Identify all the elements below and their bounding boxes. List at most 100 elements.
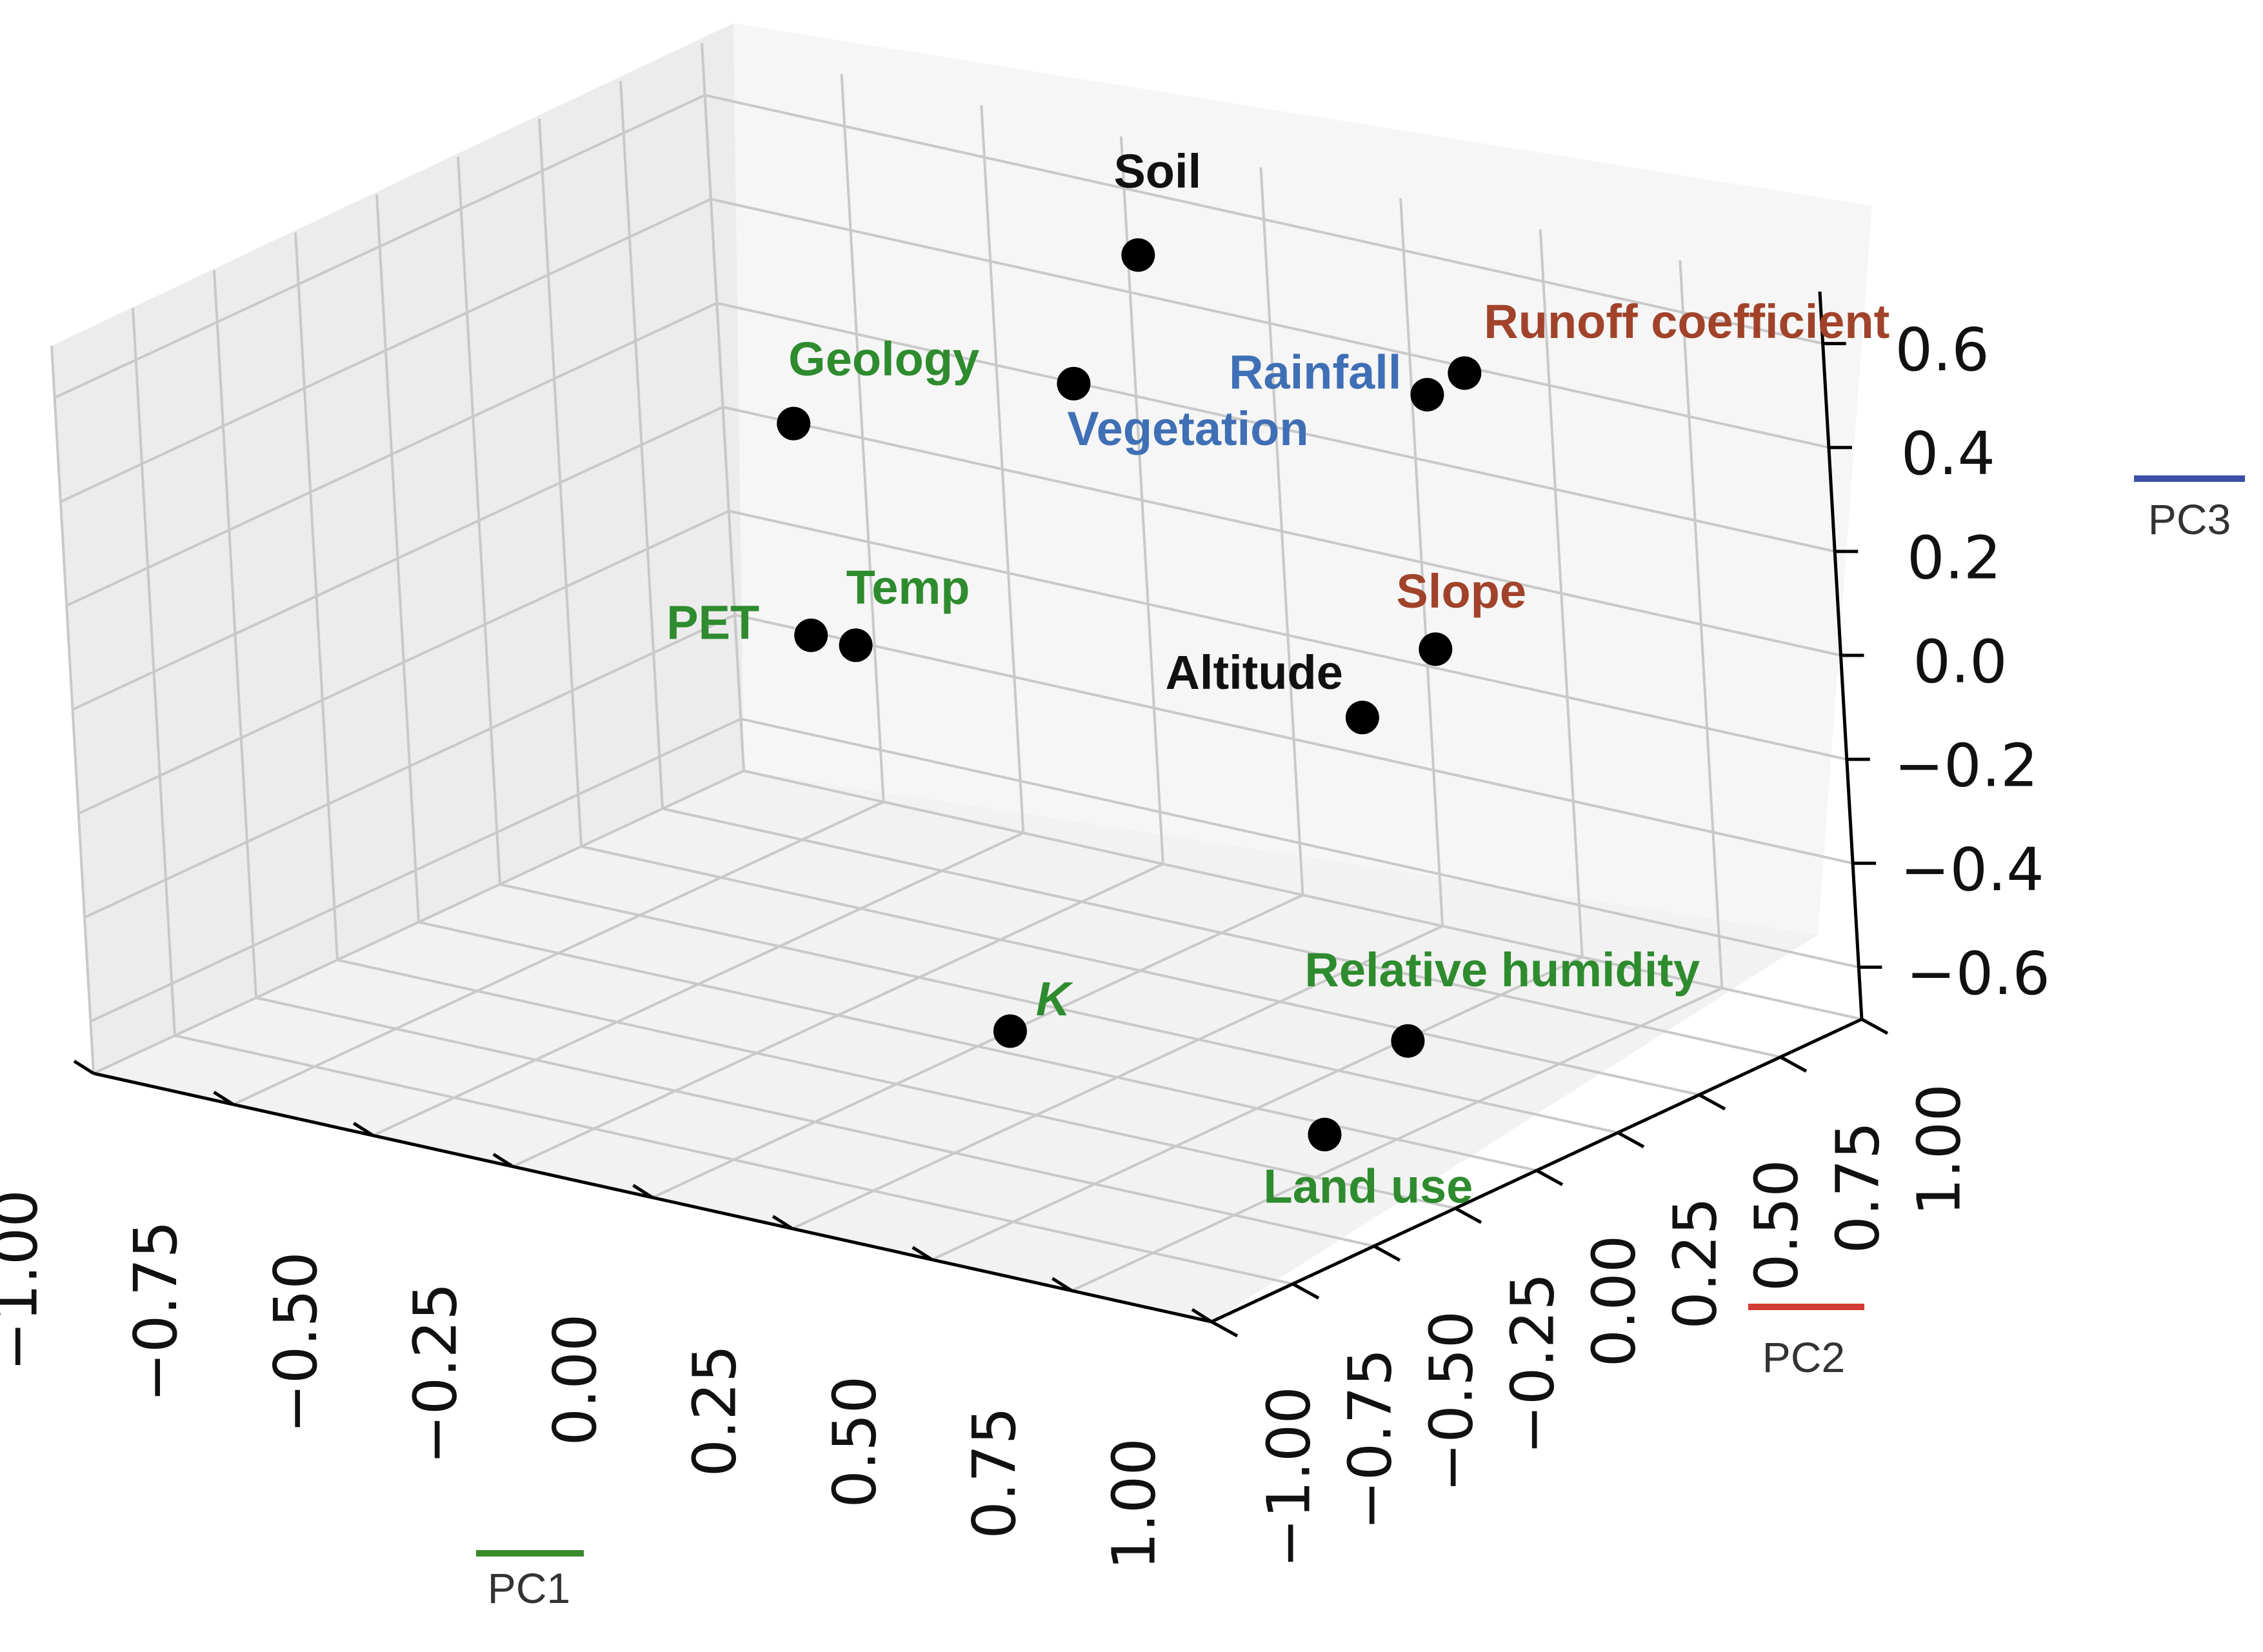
x-tick-mark: [213, 1091, 234, 1106]
y-tick-label: 0.75: [1824, 1122, 1893, 1254]
back-grid-z: [734, 613, 1853, 865]
y-tick-mark: [1779, 1055, 1808, 1073]
x-tick-mark: [632, 1184, 653, 1199]
left-grid-z: [60, 197, 712, 503]
x-tick-label: −0.75: [121, 1220, 190, 1402]
x-tick-label: 1.00: [1100, 1438, 1169, 1570]
y-tick-mark: [1373, 1244, 1401, 1262]
x-tick-mark: [73, 1059, 95, 1075]
y-tick-label: 0.00: [1580, 1235, 1649, 1368]
y-tick-label: 0.25: [1661, 1197, 1730, 1329]
point-label: Altitude: [1165, 646, 1342, 699]
left-grid-z: [90, 717, 742, 1023]
data-point: [1057, 366, 1091, 401]
left-grid-z: [77, 510, 730, 815]
axis-z-name: PC3: [2148, 495, 2231, 543]
point-label: PET: [666, 595, 759, 649]
z-tick-label: 0.4: [1901, 419, 1995, 488]
x-tick-label: −0.50: [261, 1251, 330, 1433]
z-tick-label: −0.2: [1894, 731, 2038, 801]
back-wall-pane: [733, 23, 1872, 935]
x-tick-mark: [1052, 1277, 1073, 1292]
floor-grid-y: [581, 845, 1700, 1097]
data-point: [1410, 377, 1444, 412]
data-points: [777, 238, 1482, 1151]
floor-grid-y: [499, 882, 1619, 1134]
tick-labels: −1.00 −0.75 −0.50 −0.25 0.00 0.25 0.50 0.75 1.00…: [0, 315, 2050, 1570]
axis-x-name: PC1: [488, 1564, 570, 1612]
floor-grid-y: [255, 996, 1375, 1248]
data-point: [794, 618, 828, 652]
y-tick-label: −0.25: [1499, 1273, 1568, 1455]
y-tick-label: 1.00: [1905, 1084, 1974, 1216]
z-tick-label: −0.4: [1900, 835, 2044, 904]
back-grid-z: [704, 94, 1824, 345]
z-tick-label: −0.6: [1906, 939, 2050, 1008]
point-label: Relative humidity: [1304, 943, 1700, 997]
x-tick-label: 0.50: [820, 1376, 889, 1508]
y-tick-label: 0.50: [1742, 1159, 1811, 1291]
data-point: [1345, 701, 1379, 735]
x-tick-label: −1.00: [0, 1189, 51, 1371]
back-grid-z: [716, 301, 1835, 553]
back-grid-z: [740, 717, 1859, 969]
data-point: [1121, 238, 1155, 272]
point-label: Runoff coefficient: [1484, 295, 1889, 348]
x-tick-label: 0.25: [681, 1345, 750, 1477]
floor-grid-y: [174, 1034, 1293, 1286]
y-tick-mark: [1291, 1282, 1320, 1300]
floor-grid-y: [418, 921, 1537, 1172]
z-tick-label: 0.6: [1895, 315, 1989, 384]
floor-pane: [94, 771, 1818, 1322]
point-label: Geology: [788, 332, 979, 386]
back-grid-z: [723, 406, 1841, 657]
data-point: [777, 406, 811, 441]
x-tick-mark: [912, 1246, 933, 1261]
point-label: Vegetation: [1067, 402, 1308, 455]
left-grid-z: [54, 94, 706, 399]
data-point: [839, 628, 873, 662]
x-tick-label: 0.00: [541, 1314, 610, 1446]
point-label: Slope: [1397, 564, 1526, 618]
axis-panes: [52, 23, 1872, 1322]
left-grid-z: [72, 406, 724, 711]
data-point: [993, 1014, 1027, 1048]
point-label: Temp: [846, 561, 970, 614]
floor-grid-y: [743, 770, 1862, 1020]
y-tick-mark: [1617, 1131, 1645, 1149]
data-point: [1448, 356, 1482, 390]
left-grid-z: [66, 302, 718, 607]
axis-lines: [73, 291, 1889, 1338]
y-tick-mark: [1860, 1017, 1889, 1035]
y-tick-mark: [1210, 1320, 1239, 1338]
y-tick-mark: [1535, 1169, 1564, 1186]
z-tick-label: 0.2: [1907, 523, 2001, 592]
point-label: Rainfall: [1229, 345, 1401, 399]
back-grid-z: [710, 197, 1829, 449]
floor-grid-y: [662, 807, 1781, 1059]
y-tick-mark: [1698, 1093, 1726, 1111]
y-tick-label: −0.50: [1417, 1311, 1486, 1493]
y-tick-mark: [1454, 1206, 1482, 1224]
data-point: [1419, 632, 1453, 666]
x-tick-label: 0.75: [960, 1407, 1029, 1539]
x-tick-mark: [492, 1153, 514, 1168]
x-tick-mark: [352, 1122, 374, 1137]
z-tick-label: 0.0: [1913, 628, 2007, 697]
y-tick-label: −1.00: [1255, 1386, 1324, 1568]
x-tick-mark: [772, 1215, 793, 1230]
back-grid-z: [728, 510, 1848, 761]
point-label: Land use: [1264, 1159, 1473, 1213]
x-tick-mark: [1191, 1308, 1213, 1324]
left-grid-z: [84, 613, 735, 919]
data-point: [1308, 1117, 1342, 1151]
axis-y-name: PC2: [1762, 1333, 1845, 1381]
data-point: [1391, 1024, 1425, 1058]
floor-grid-y: [337, 959, 1456, 1210]
axis-names: PC1 PC2 PC3: [476, 475, 2245, 1612]
y-tick-label: −0.75: [1336, 1348, 1405, 1530]
x-tick-label: −0.25: [401, 1282, 470, 1464]
